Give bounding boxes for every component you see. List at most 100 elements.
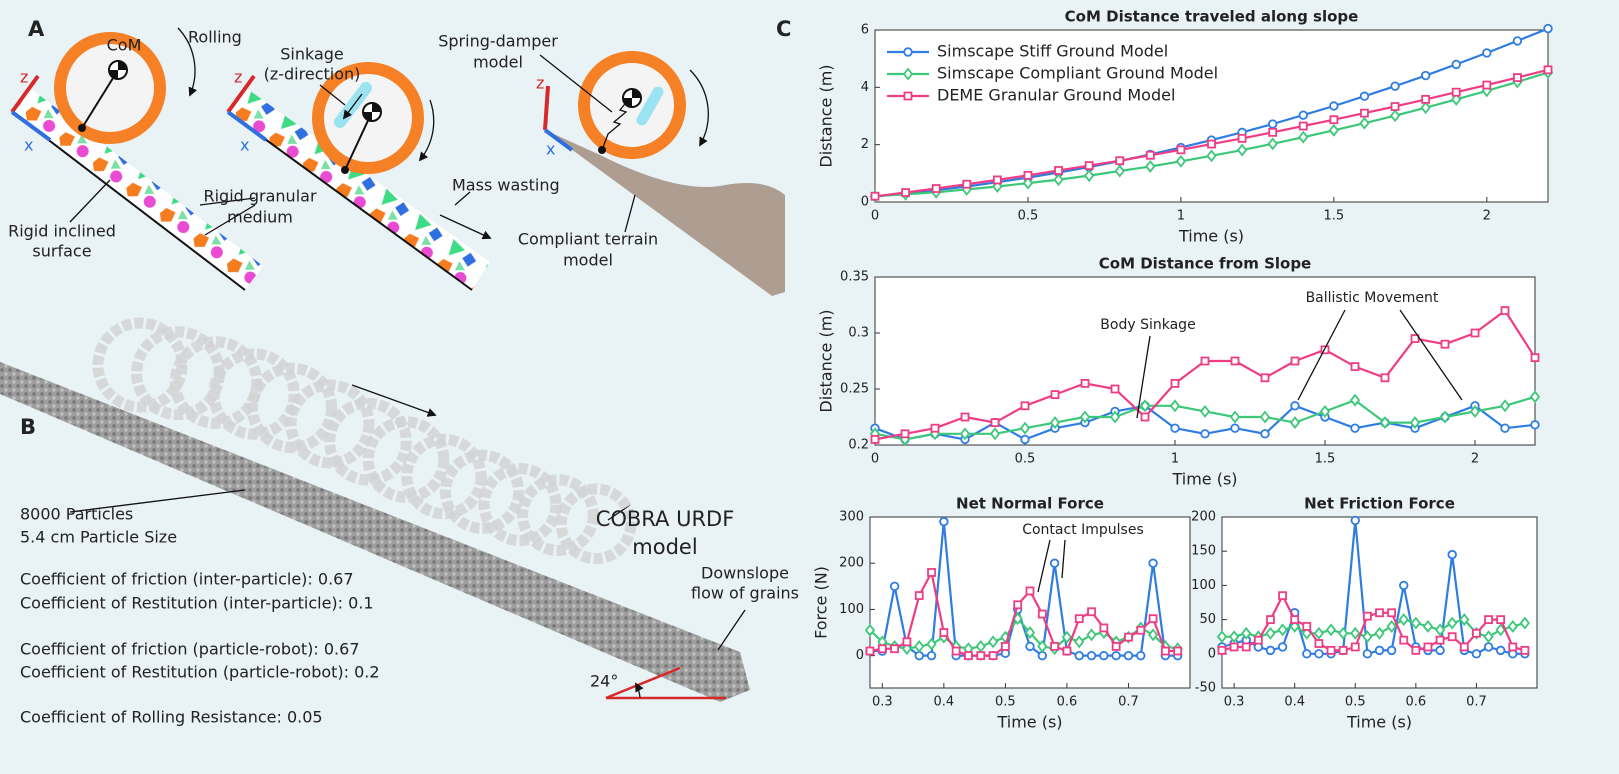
point [1362, 649, 1373, 659]
chart-title: Net Normal Force [956, 495, 1104, 513]
point [1389, 109, 1401, 123]
point [1543, 65, 1553, 75]
point [1350, 642, 1360, 652]
y-tick-label: 6 [861, 23, 869, 38]
point [1037, 609, 1047, 619]
label: 24° [590, 672, 618, 691]
robot-module [517, 474, 599, 556]
sinkage-arrow [342, 93, 363, 120]
point [1320, 345, 1330, 355]
point [1084, 161, 1094, 170]
point [1374, 626, 1385, 640]
point [1483, 630, 1494, 644]
point [1024, 626, 1036, 639]
axis-label: z [234, 68, 242, 87]
point [1411, 645, 1421, 655]
point [1350, 515, 1360, 526]
com-quadrants [109, 61, 127, 79]
x-axis-label: Time (s) [996, 713, 1062, 732]
point [960, 412, 970, 422]
leg [81, 69, 119, 129]
label: flow of grains [691, 584, 799, 603]
panel-label: A [28, 17, 45, 41]
point [1020, 434, 1030, 445]
point [1386, 645, 1397, 656]
point [1173, 646, 1183, 656]
z-axis [226, 74, 256, 114]
point [1290, 356, 1300, 366]
label: COBRA URDF [596, 507, 735, 531]
point [1114, 164, 1125, 178]
point [1484, 615, 1493, 624]
param: Coefficient of Restitution (inter-partic… [20, 594, 374, 613]
x-tick-label: 1.5 [1315, 452, 1336, 467]
point [1495, 645, 1506, 656]
param: Coefficient of Restitution (particle-rob… [20, 663, 380, 682]
point [939, 628, 949, 637]
point [1229, 410, 1241, 424]
point [1459, 613, 1470, 627]
point [1362, 611, 1372, 621]
point [1512, 36, 1523, 46]
point [1228, 630, 1240, 644]
point [1050, 642, 1060, 651]
point [1259, 410, 1271, 424]
annotation-leader [1399, 309, 1463, 401]
point [1111, 650, 1121, 661]
point [1374, 645, 1385, 656]
spring [601, 99, 629, 151]
point [1062, 646, 1072, 656]
point [1136, 650, 1146, 661]
point [1543, 23, 1553, 34]
point [877, 644, 887, 654]
x-tick-label: 0.4 [934, 695, 955, 710]
point [1362, 630, 1373, 644]
point [1500, 423, 1510, 433]
point [1000, 642, 1010, 651]
point [1148, 558, 1158, 568]
y-tick-label: 200 [839, 556, 864, 571]
leader-lines [69, 489, 746, 651]
angle-arc [635, 682, 644, 699]
label: model [632, 535, 697, 559]
robot-module [362, 416, 450, 503]
point [1469, 404, 1481, 418]
robot-module [439, 449, 525, 534]
point [1139, 399, 1151, 413]
point [870, 434, 880, 444]
point [1253, 635, 1263, 645]
point [1420, 101, 1431, 115]
y-tick-label: 0.35 [840, 270, 869, 285]
axis-label: x [24, 136, 33, 155]
point [1482, 80, 1492, 90]
label: Sinkage [280, 45, 344, 64]
rolling-arrow [689, 69, 709, 147]
point [939, 516, 949, 527]
point [1110, 384, 1120, 394]
point [1338, 626, 1349, 640]
x-tick-label: 2 [1471, 452, 1479, 467]
robot-module [208, 348, 300, 440]
point [864, 623, 876, 637]
point [1199, 404, 1211, 418]
y-tick-label: 4 [861, 80, 869, 95]
point [1451, 59, 1461, 70]
point [1268, 127, 1278, 137]
y-tick-label: 0 [1208, 646, 1216, 661]
point [1013, 600, 1023, 610]
point [926, 650, 937, 661]
joint [341, 166, 349, 174]
point [1170, 378, 1180, 388]
point [1386, 619, 1397, 633]
point [992, 175, 1002, 185]
x-axis-label: Time (s) [1346, 713, 1412, 732]
point [1061, 630, 1073, 644]
point [1145, 150, 1155, 160]
point [1459, 642, 1469, 652]
param: Coefficient of friction (particle-robot)… [20, 640, 360, 659]
x-tick-label: 0.3 [1224, 695, 1245, 710]
point [1230, 423, 1240, 433]
legend-label: DEME Granular Ground Model [937, 86, 1175, 105]
point [1379, 416, 1391, 430]
